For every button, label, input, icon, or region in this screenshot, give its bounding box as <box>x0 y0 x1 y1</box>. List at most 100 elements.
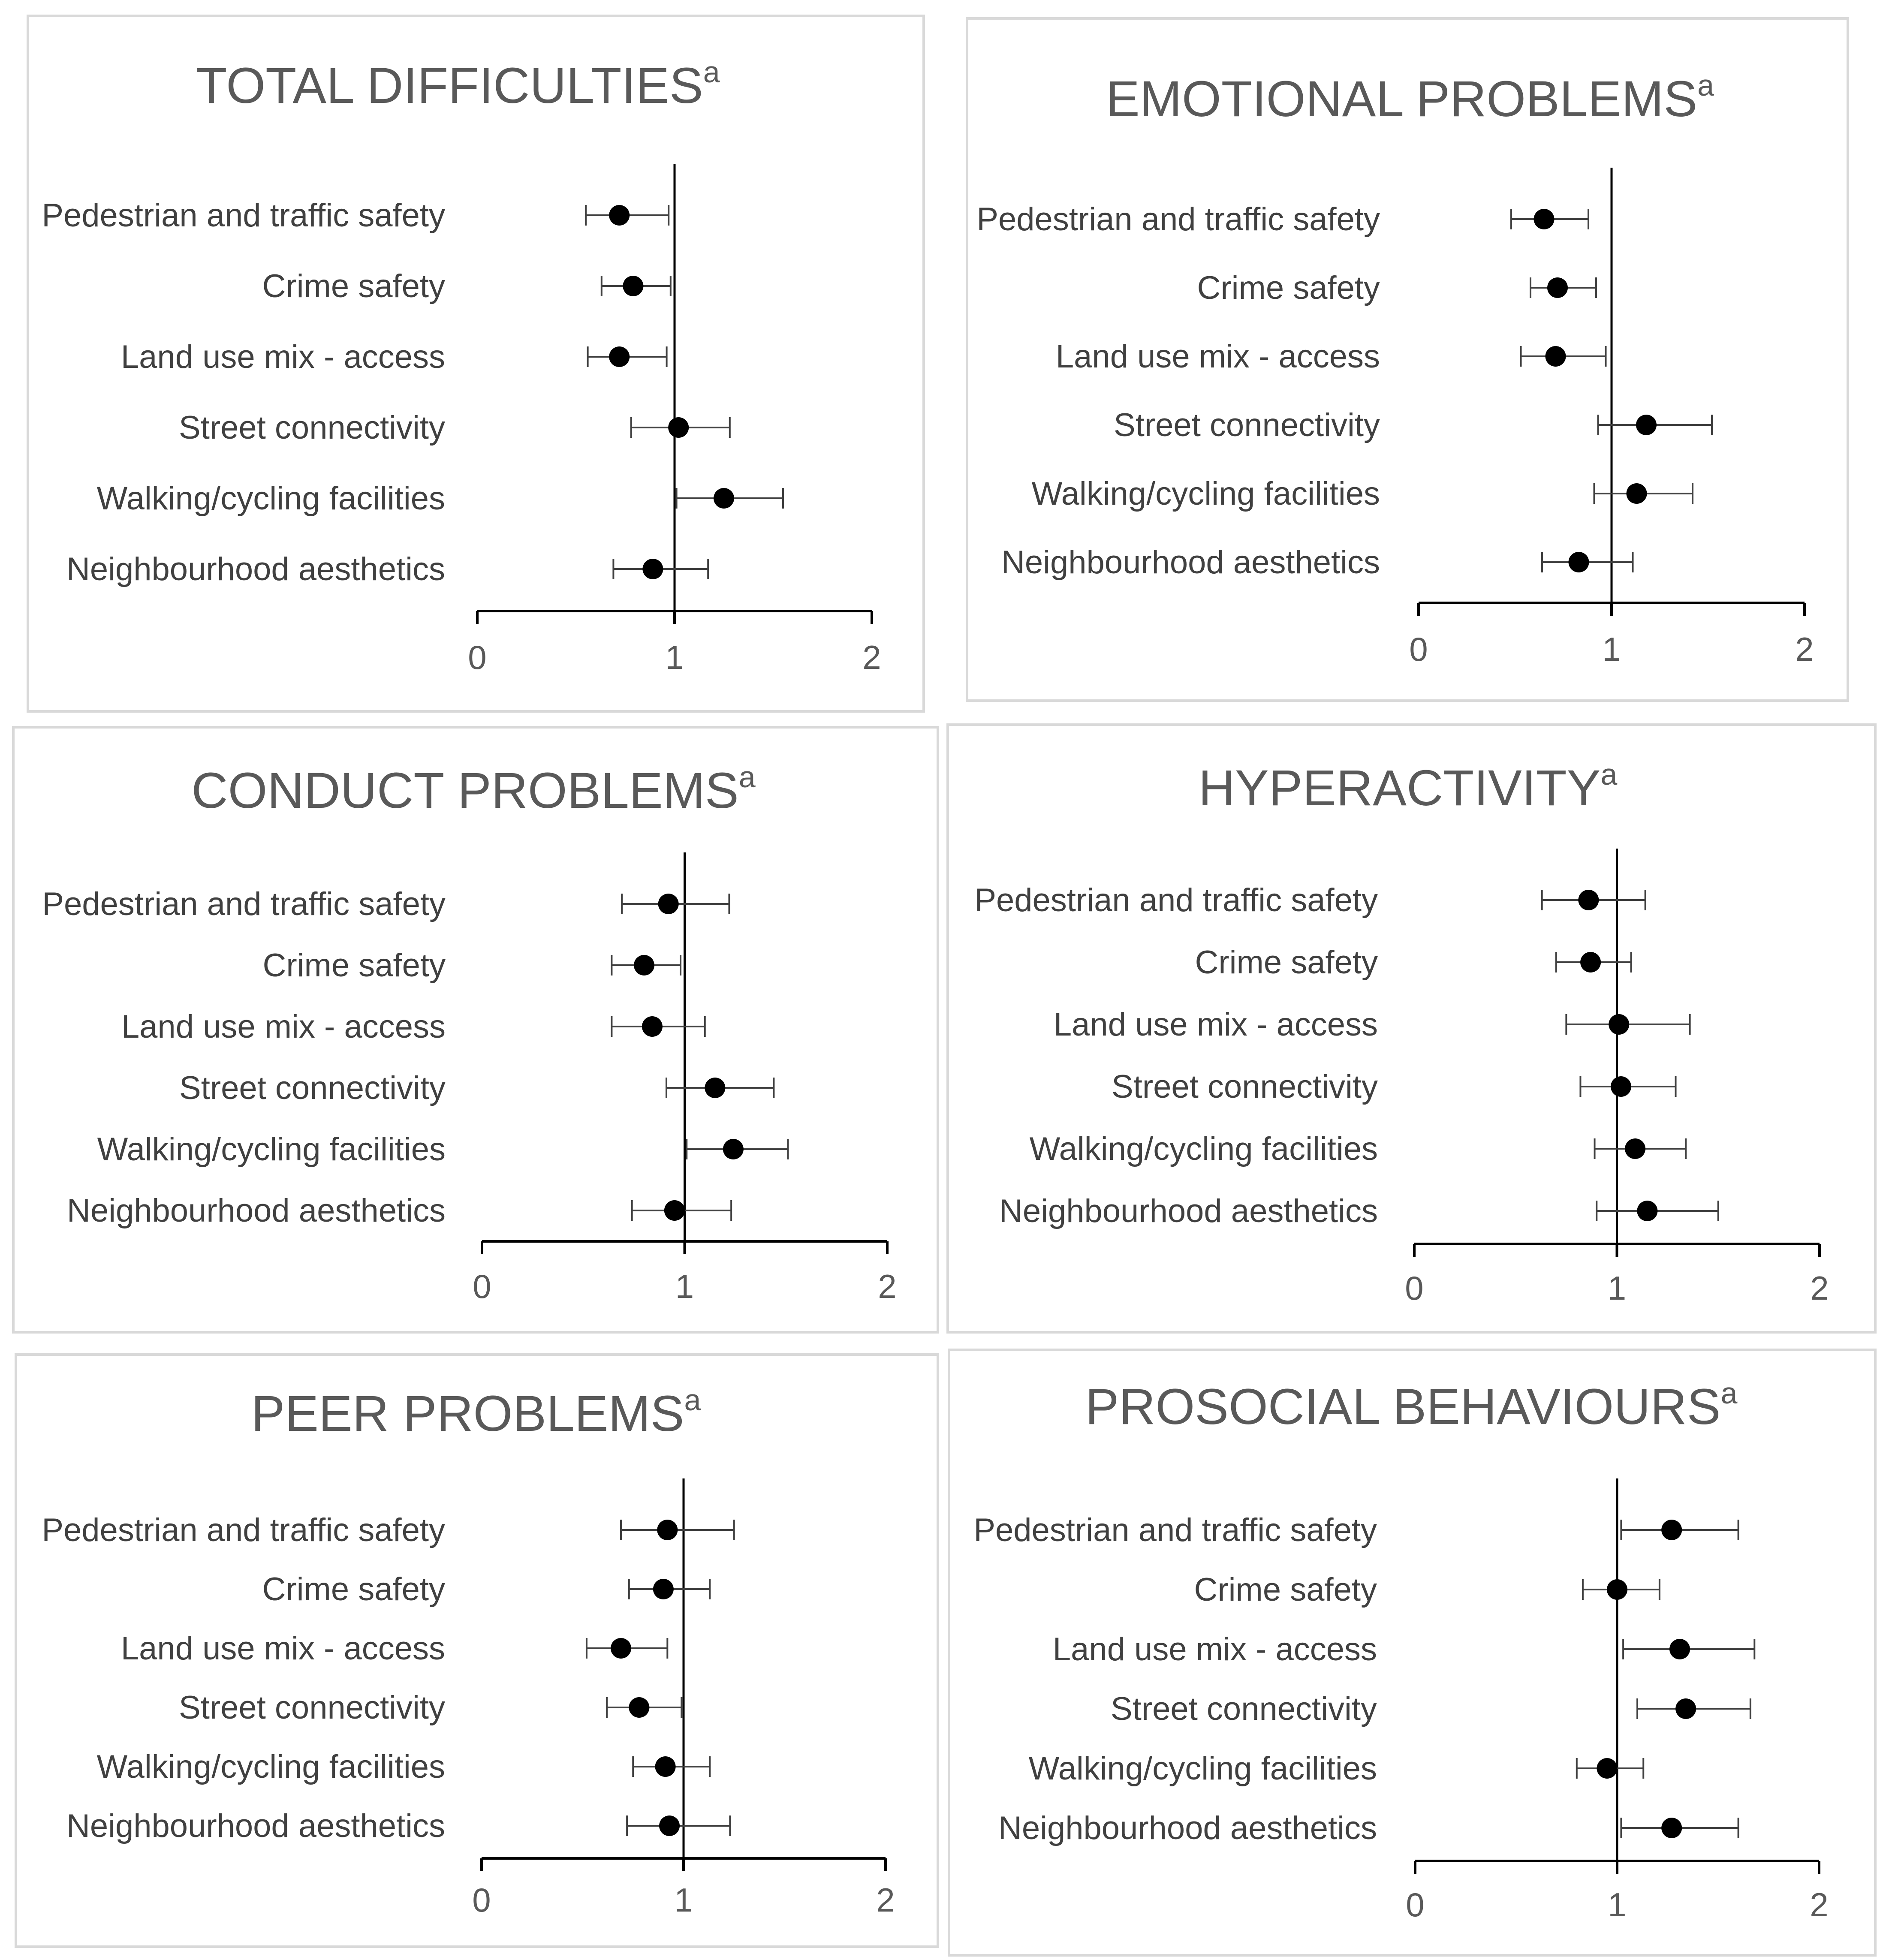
x-tick-label: 2 <box>1810 1269 1829 1307</box>
chart-title-superscript: a <box>1600 758 1617 791</box>
chart-title-superscript: a <box>684 1383 701 1417</box>
category-label-walking-cycling-facilities: Walking/cycling facilities <box>97 480 445 517</box>
category-label-street-connectivity: Street connectivity <box>1112 1069 1378 1105</box>
chart-conduct-problems: CONDUCT PROBLEMSa 0 1 2 Pedestrian and traff… <box>42 760 896 1305</box>
estimate-point-crime-safety <box>653 1579 674 1599</box>
category-label-pedestrian-and-traffic-safety: Pedestrian and traffic safety <box>42 886 446 922</box>
chart-title: CONDUCT PROBLEMSa <box>191 760 755 819</box>
category-label-crime-safety: Crime safety <box>262 268 445 304</box>
estimate-point-land-use-mix-access <box>1609 1014 1630 1035</box>
chart-title-superscript: a <box>739 760 756 794</box>
estimate-point-crime-safety <box>1580 952 1601 972</box>
category-label-street-connectivity: Street connectivity <box>179 1070 446 1106</box>
chart-title: TOTAL DIFFICULTIESa <box>196 55 720 114</box>
category-label-land-use-mix-access: Land use mix - access <box>1053 1631 1377 1668</box>
estimate-point-walking-cycling-facilities <box>1597 1758 1618 1779</box>
category-label-pedestrian-and-traffic-safety: Pedestrian and traffic safety <box>42 197 445 234</box>
chart-emotional-problems: EMOTIONAL PROBLEMSa 0 1 2 Pedestrian and tra… <box>976 69 1814 668</box>
category-label-pedestrian-and-traffic-safety: Pedestrian and traffic safety <box>976 201 1380 238</box>
chart-title: PROSOCIAL BEHAVIOURSa <box>1085 1376 1738 1435</box>
x-tick-label: 1 <box>1608 1269 1626 1307</box>
chart-title: PEER PROBLEMSa <box>251 1383 701 1442</box>
chart-title: HYPERACTIVITYa <box>1199 758 1618 816</box>
estimate-point-land-use-mix-access <box>642 1016 663 1037</box>
panel-emotional-problems: EMOTIONAL PROBLEMSa 0 1 2 Pedestrian and tra… <box>966 17 1849 702</box>
chart-title-superscript: a <box>703 55 720 89</box>
estimate-point-walking-cycling-facilities <box>723 1139 744 1159</box>
category-label-neighbourhood-aesthetics: Neighbourhood aesthetics <box>67 1192 446 1229</box>
x-tick-label: 1 <box>675 1268 694 1305</box>
panel-prosocial-behaviours: PROSOCIAL BEHAVIOURSa 0 1 2 Pedestrian and t… <box>948 1349 1877 1957</box>
panel-peer-problems: PEER PROBLEMSa 0 1 2 Pedestrian and traffic … <box>15 1353 939 1948</box>
estimate-point-walking-cycling-facilities <box>1626 483 1647 504</box>
category-label-crime-safety: Crime safety <box>1195 944 1378 981</box>
chart-peer-problems: PEER PROBLEMSa 0 1 2 Pedestrian and traffic … <box>42 1383 895 1919</box>
category-label-walking-cycling-facilities: Walking/cycling facilities <box>1029 1750 1377 1787</box>
estimate-point-neighbourhood-aesthetics <box>664 1200 685 1221</box>
estimate-point-walking-cycling-facilities <box>655 1756 676 1777</box>
estimate-point-pedestrian-and-traffic-safety <box>1534 209 1555 229</box>
estimate-point-pedestrian-and-traffic-safety <box>609 205 630 226</box>
estimate-point-pedestrian-and-traffic-safety <box>1578 890 1599 910</box>
estimate-point-neighbourhood-aesthetics <box>642 559 663 579</box>
x-tick-label: 0 <box>472 1881 491 1919</box>
estimate-point-street-connectivity <box>1675 1698 1696 1719</box>
chart-title-text: TOTAL DIFFICULTIES <box>196 57 703 114</box>
chart-title-text: HYPERACTIVITY <box>1199 760 1601 816</box>
x-tick-label: 2 <box>1795 630 1814 668</box>
x-tick-label: 0 <box>1406 1886 1424 1924</box>
estimate-point-crime-safety <box>1547 277 1568 298</box>
estimate-point-street-connectivity <box>629 1697 650 1718</box>
estimate-point-crime-safety <box>634 955 654 975</box>
x-tick-label: 0 <box>1405 1269 1423 1307</box>
category-label-land-use-mix-access: Land use mix - access <box>1056 338 1380 375</box>
category-label-land-use-mix-access: Land use mix - access <box>1054 1006 1378 1043</box>
panel-total-difficulties: TOTAL DIFFICULTIESa 0 1 2 Pedestrian and tra… <box>27 15 925 713</box>
estimate-point-neighbourhood-aesthetics <box>1637 1201 1658 1221</box>
category-label-street-connectivity: Street connectivity <box>1114 407 1380 443</box>
estimate-point-land-use-mix-access <box>609 346 630 367</box>
x-tick-label: 2 <box>1810 1886 1828 1924</box>
estimate-point-pedestrian-and-traffic-safety <box>657 1520 678 1540</box>
estimate-point-land-use-mix-access <box>610 1638 631 1659</box>
category-label-pedestrian-and-traffic-safety: Pedestrian and traffic safety <box>973 1512 1377 1548</box>
category-label-walking-cycling-facilities: Walking/cycling facilities <box>1030 1131 1378 1167</box>
category-label-land-use-mix-access: Land use mix - access <box>121 1630 445 1667</box>
chart-title-superscript: a <box>1697 69 1714 102</box>
chart-title-text: PROSOCIAL BEHAVIOURS <box>1085 1379 1721 1435</box>
category-label-land-use-mix-access: Land use mix - access <box>121 1009 446 1045</box>
x-tick-label: 2 <box>876 1881 895 1919</box>
x-tick-label: 2 <box>862 638 881 676</box>
chart-hyperactivity: HYPERACTIVITYa 0 1 2 Pedestrian and traffic … <box>974 758 1829 1307</box>
estimate-point-pedestrian-and-traffic-safety <box>1661 1520 1682 1540</box>
x-tick-label: 0 <box>473 1268 491 1305</box>
x-tick-label: 1 <box>1602 630 1621 668</box>
category-label-crime-safety: Crime safety <box>262 1571 445 1608</box>
category-label-pedestrian-and-traffic-safety: Pedestrian and traffic safety <box>42 1512 445 1548</box>
category-label-neighbourhood-aesthetics: Neighbourhood aesthetics <box>66 1808 445 1844</box>
category-label-street-connectivity: Street connectivity <box>179 1689 445 1726</box>
chart-total-difficulties: TOTAL DIFFICULTIESa 0 1 2 Pedestrian and tra… <box>42 55 881 676</box>
estimate-point-street-connectivity <box>705 1078 726 1098</box>
category-label-street-connectivity: Street connectivity <box>179 409 445 446</box>
category-label-neighbourhood-aesthetics: Neighbourhood aesthetics <box>999 1193 1378 1229</box>
x-tick-label: 1 <box>1608 1886 1626 1924</box>
estimate-point-neighbourhood-aesthetics <box>1661 1818 1682 1838</box>
chart-title-text: CONDUCT PROBLEMS <box>191 762 738 819</box>
estimate-point-walking-cycling-facilities <box>714 488 734 509</box>
category-label-walking-cycling-facilities: Walking/cycling facilities <box>1032 476 1380 512</box>
chart-title-superscript: a <box>1720 1376 1737 1410</box>
estimate-point-street-connectivity <box>1610 1076 1631 1097</box>
estimate-point-neighbourhood-aesthetics <box>659 1815 680 1836</box>
estimate-point-pedestrian-and-traffic-safety <box>658 894 679 914</box>
estimate-point-walking-cycling-facilities <box>1625 1138 1646 1159</box>
x-tick-label: 1 <box>665 638 684 676</box>
category-label-crime-safety: Crime safety <box>262 947 446 984</box>
estimate-point-street-connectivity <box>1636 415 1657 435</box>
chart-title-text: PEER PROBLEMS <box>251 1385 684 1442</box>
category-label-pedestrian-and-traffic-safety: Pedestrian and traffic safety <box>974 882 1378 918</box>
category-label-crime-safety: Crime safety <box>1194 1572 1377 1608</box>
estimate-point-crime-safety <box>623 276 644 296</box>
x-tick-label: 0 <box>1409 630 1428 668</box>
estimate-point-neighbourhood-aesthetics <box>1568 552 1589 572</box>
